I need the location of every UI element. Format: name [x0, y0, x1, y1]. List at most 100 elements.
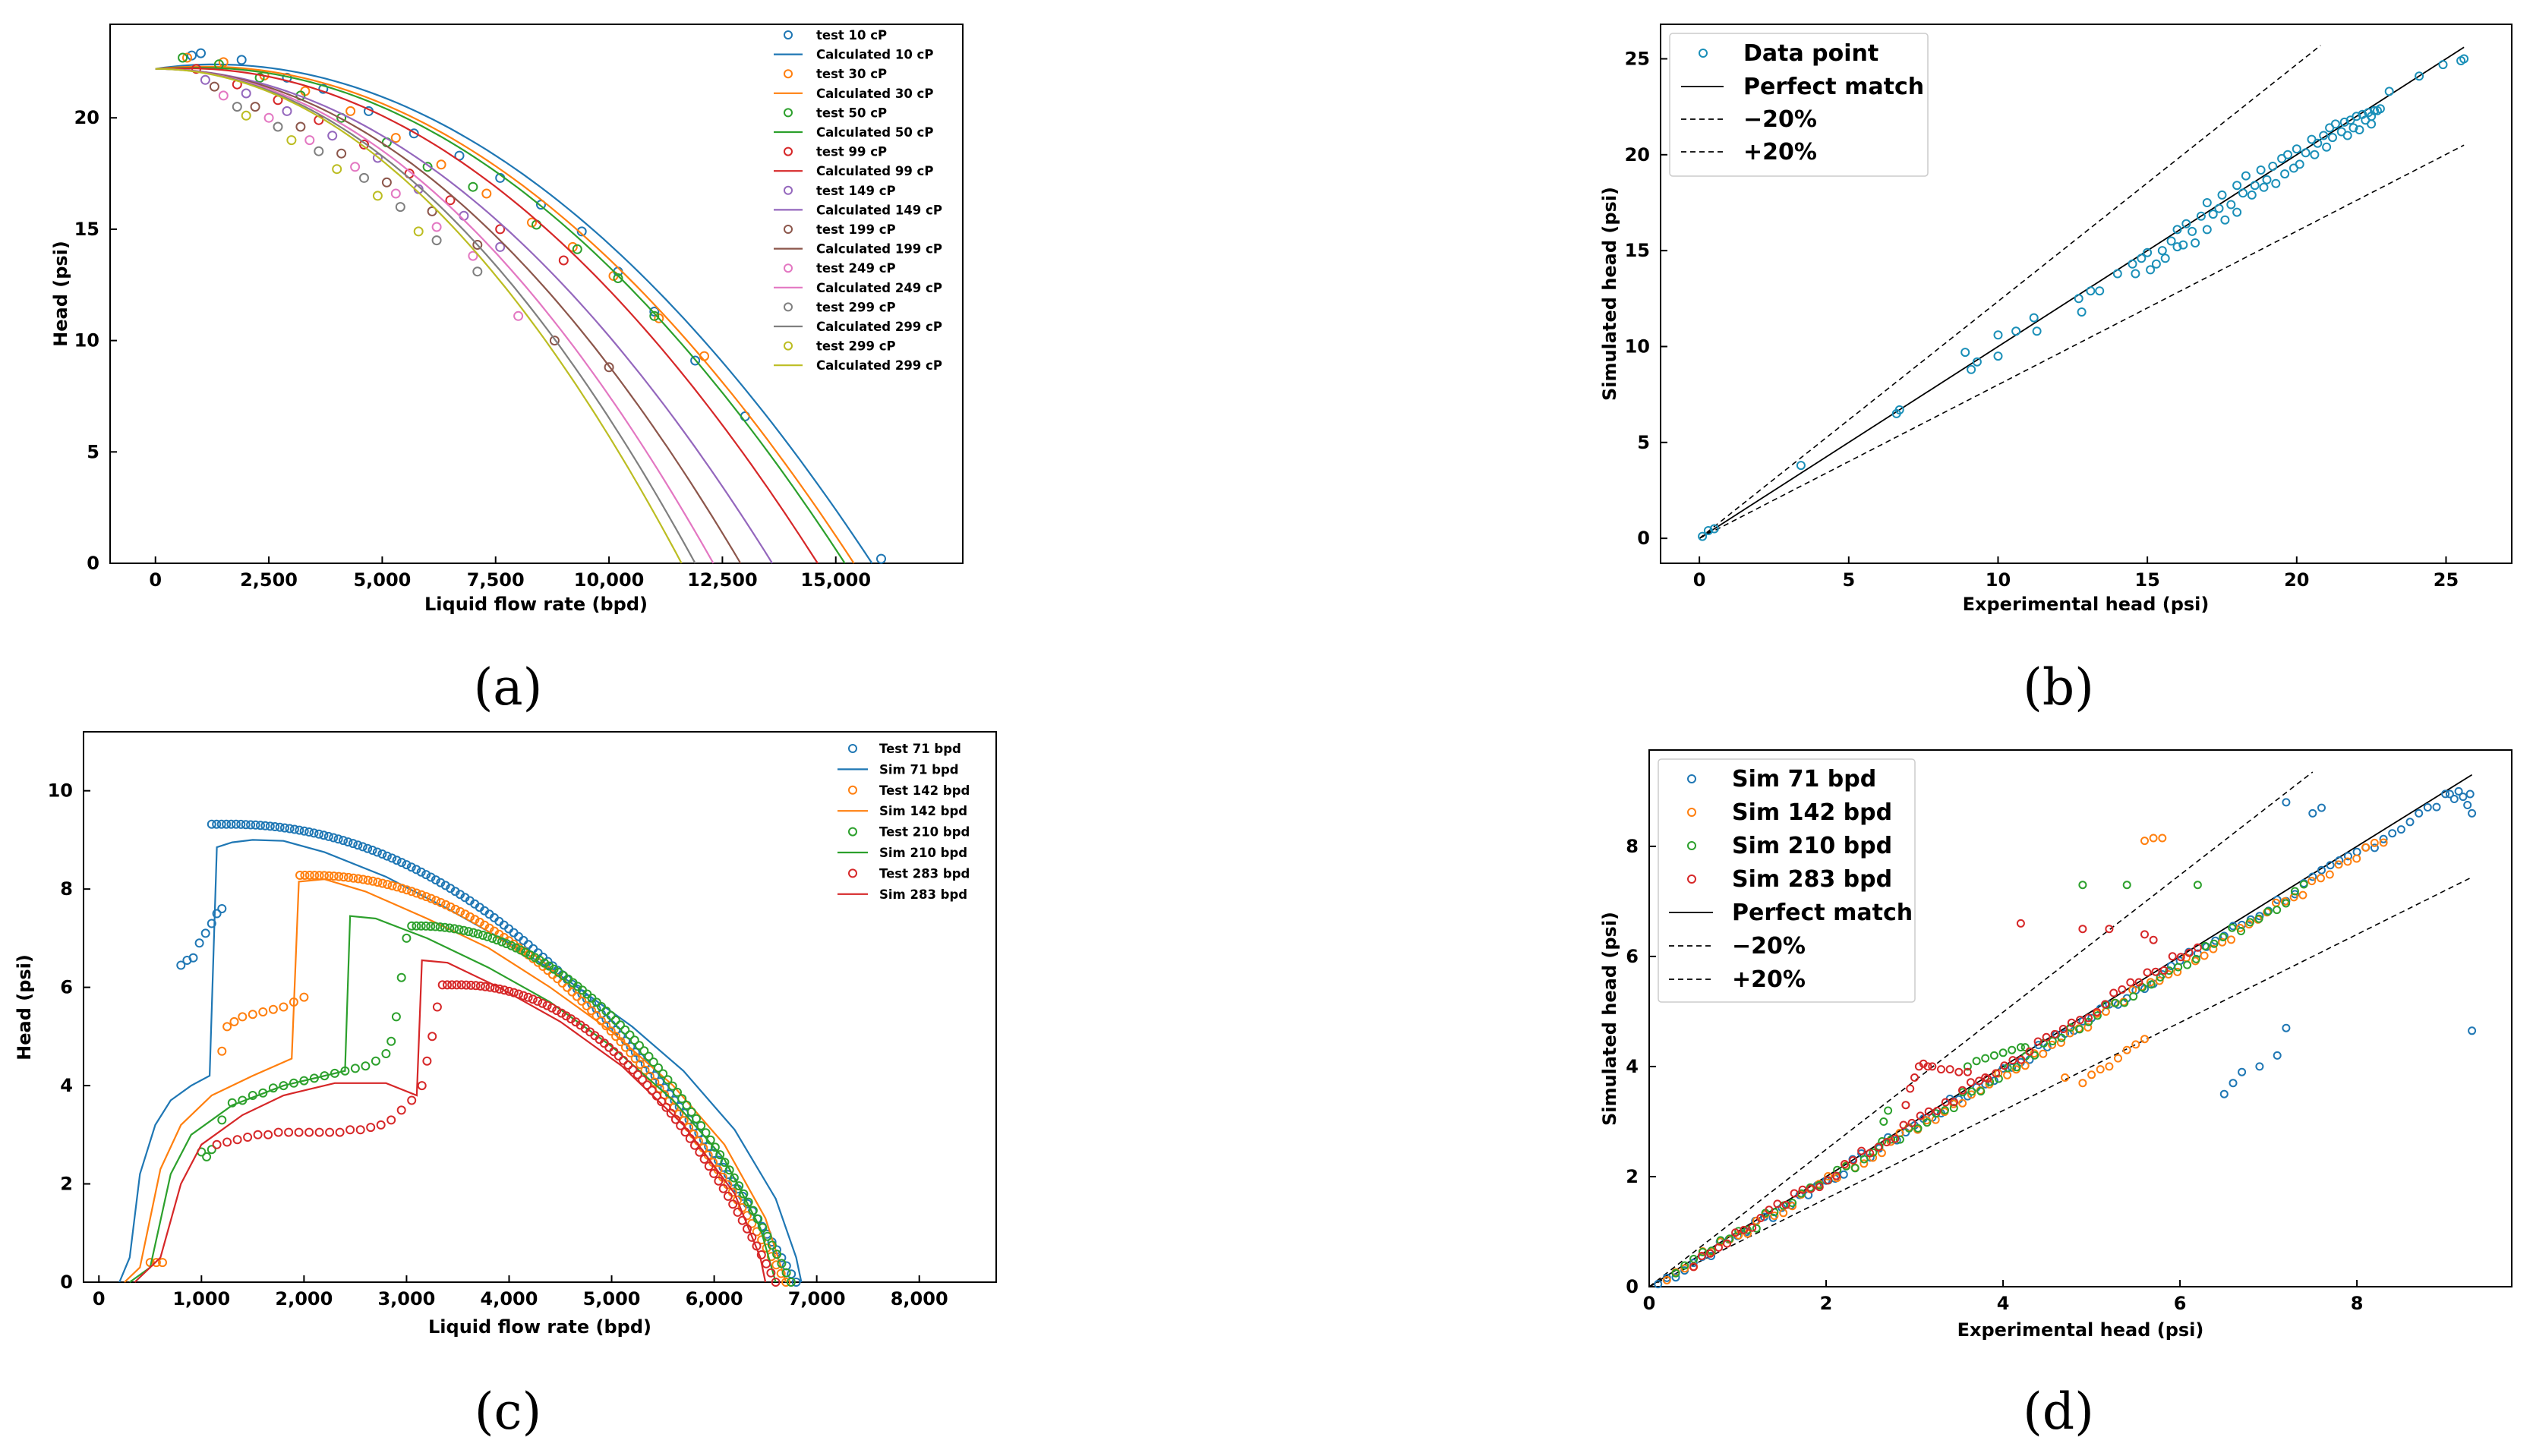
test-point	[459, 210, 469, 221]
test-point	[591, 1004, 601, 1014]
sim-point	[2352, 847, 2361, 856]
sim-point	[2149, 834, 2158, 843]
test-point	[563, 982, 573, 992]
test-point	[248, 1091, 257, 1100]
panel-b-ytick-label: 15	[1625, 240, 1650, 261]
test-point	[327, 131, 338, 141]
panel-a-ytick-label: 5	[87, 441, 99, 462]
data-point	[2191, 238, 2200, 247]
test-point	[406, 862, 416, 872]
legend-label: Sim 142 bpd	[879, 804, 967, 818]
sim-point	[1705, 1249, 1714, 1258]
test-point	[207, 819, 216, 829]
test-point	[519, 991, 528, 1001]
test-point	[377, 849, 387, 859]
data-point	[2238, 188, 2248, 198]
sim-point	[2118, 985, 2127, 994]
test-point	[299, 1076, 309, 1086]
test-point	[340, 1066, 350, 1076]
data-point	[2259, 182, 2269, 192]
sim-point	[2299, 880, 2308, 889]
legend-label: Sim 71 bpd	[879, 762, 959, 777]
test-point	[407, 1095, 417, 1105]
test-point	[353, 874, 363, 884]
sim-point	[2061, 1073, 2070, 1082]
sim-point	[1723, 1239, 1731, 1248]
legend-marker	[784, 302, 793, 312]
panel-d-ytick-label: 4	[1626, 1056, 1639, 1077]
test-point	[207, 919, 216, 928]
data-point	[2250, 181, 2260, 191]
test-point	[771, 1278, 781, 1287]
test-point	[339, 836, 348, 846]
sim-point	[2415, 808, 2424, 818]
sim-point	[1662, 1275, 1671, 1284]
data-point	[2011, 326, 2021, 336]
panel-c-frame	[83, 731, 997, 1283]
test-point	[188, 953, 198, 963]
data-point	[2202, 225, 2212, 235]
sim-point	[2290, 887, 2299, 896]
test-point	[495, 224, 506, 235]
sim-point	[2000, 1061, 2009, 1070]
test-point	[630, 1048, 640, 1057]
panel-d-xtick-label: 0	[1643, 1293, 1656, 1314]
data-point	[2247, 190, 2257, 200]
test-point	[391, 1012, 401, 1022]
panel-a-xtick-label: 12,500	[687, 569, 758, 591]
data-point	[2202, 198, 2212, 207]
legend-label: test 249 cP	[816, 261, 896, 276]
sim-point	[2238, 1067, 2247, 1076]
test-point	[577, 996, 587, 1006]
sim-point	[1958, 1098, 1967, 1108]
sim-point	[2122, 881, 2131, 890]
sim-point	[2158, 834, 2167, 843]
sim-point	[2468, 1026, 2477, 1035]
test-point	[629, 1035, 639, 1045]
sim-point	[1740, 1225, 1749, 1234]
sim-point	[2343, 857, 2352, 866]
legend-label: Sim 283 bpd	[879, 887, 967, 902]
test-point	[728, 1199, 738, 1209]
test-point	[462, 980, 471, 990]
sim-point	[2432, 802, 2441, 812]
test-point	[567, 987, 577, 997]
test-point	[445, 195, 456, 206]
sim-point	[1765, 1205, 1774, 1215]
test-point	[576, 226, 587, 237]
test-point	[304, 827, 314, 837]
sim-point	[1860, 1159, 1869, 1168]
data-point	[2217, 190, 2227, 200]
sim-point	[2307, 877, 2317, 886]
test-point	[158, 1258, 167, 1268]
sim-point	[1671, 1268, 1680, 1278]
sim-point	[1899, 1120, 1908, 1130]
sim-point	[2140, 837, 2149, 846]
panel-c-xtick-label: 2,000	[275, 1288, 333, 1309]
test-point	[359, 172, 369, 183]
sim-point	[1901, 1101, 1910, 1110]
data-point	[2310, 150, 2320, 159]
test-point	[396, 972, 406, 982]
test-point	[265, 821, 275, 831]
data-point	[2241, 171, 2251, 181]
test-point	[421, 870, 431, 880]
panel-c-xtick-label: 1,000	[172, 1288, 230, 1309]
test-point	[390, 188, 401, 199]
sim-point	[2003, 1070, 2012, 1079]
test-point	[521, 947, 531, 957]
test-point	[473, 929, 483, 939]
sim-point	[1967, 1087, 1976, 1096]
legend-label: Calculated 149 cP	[816, 203, 942, 217]
data-point	[1993, 351, 2003, 361]
test-point	[690, 355, 701, 366]
data-point	[2188, 226, 2197, 236]
sim-point	[2008, 1045, 2017, 1054]
test-point	[644, 1051, 654, 1061]
test-point	[241, 88, 251, 99]
test-point	[216, 819, 226, 829]
test-point	[376, 1120, 386, 1130]
test-point	[557, 1008, 566, 1018]
test-point	[876, 553, 886, 564]
sim-point	[1941, 1098, 1950, 1107]
